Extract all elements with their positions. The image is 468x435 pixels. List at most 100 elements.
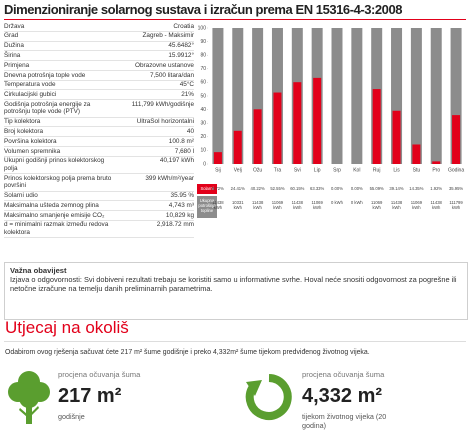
stat-caption: procjena očuvanja šuma [302,370,385,379]
x-tick-label: Ožu [253,167,262,173]
consumption-value: 0 kWh [331,200,343,205]
x-tick-label: Lis [393,167,400,173]
parameter-value: 4,743 m³ [168,201,194,209]
x-tick-label: Lip [314,167,321,173]
x-tick-label: Velj [234,167,242,173]
value-label: 0.00% [350,186,363,191]
bar [452,115,461,164]
value-label: 60.15% [290,186,305,191]
parameter-row: Dnevna potrošnja tople vode 7,500 litara/… [4,71,194,81]
parameter-row: Maksimalno smanjenje emisije CO₂ 10,829 k… [4,211,194,221]
background-bar [450,28,462,164]
bar [233,130,242,164]
parameter-label: Temperatura vode [4,81,56,89]
stat-note: tijekom životnog vijeka (20 godina) [302,412,387,430]
parameter-row: Volumen spremnika 7,680 l [4,147,194,157]
parameter-value: 399 kWh/m²/year [145,174,194,182]
bar [412,144,421,164]
value-label: 63.33% [310,186,325,191]
parameter-label: Godišnja potrošnja energije za potrošnju… [4,100,91,116]
section-title: Utjecaj na okoliš [5,318,129,337]
bar [253,109,262,164]
parameter-value: 100.8 m² [168,137,194,145]
parameter-label: Prinos kolektorskog polja prema bruto po… [4,174,112,190]
parameter-label: Volumen spremnika [4,147,61,155]
y-tick-label: 50 [200,93,206,99]
section-rule [4,341,466,342]
parameter-value: 45.6482° [168,42,194,50]
parameter-value: 10,829 kg [165,211,194,219]
background-bar [391,28,403,164]
parameter-label: Širina [4,51,21,59]
x-tick-label: Svi [294,167,301,173]
stat-note: godišnje [58,412,85,421]
parameter-label: Maksimalno smanjenje emisije CO₂ [4,211,105,219]
consumption-value: 11438 kWh [251,200,264,210]
parameter-label: Solarni udio [4,192,38,200]
parameter-value: 45°C [179,81,194,89]
background-bar [252,28,264,164]
solar-chart: 0 10 20 30 40 50 60 70 80 90 100 Sij Velj Ožu Tra Svi Li… [198,25,465,173]
stat-caption: procjena očuvanja šuma [58,370,141,379]
x-tick-label: Tra [274,167,282,173]
y-tick-label: 80 [200,53,206,59]
parameter-label: Broj kolektora [4,128,44,135]
title-rule [4,19,466,20]
stat-value: 217 m² [58,385,122,407]
value-label: 1.92% [430,186,443,191]
bar [213,152,222,164]
consumption-value: 11069 kWh [271,200,284,210]
parameter-row: Godišnja potrošnja energije za potrošnju… [4,100,194,118]
tree-icon [8,371,50,424]
parameter-row: d = minimalni razmak između redova kolek… [4,221,194,239]
value-label: 40.22% [250,186,265,191]
parameter-label: Dnevna potrošnja tople vode [4,71,86,79]
parameter-value: 111,799 kWh/godišnje [131,100,194,108]
value-label: 14.35% [409,186,424,191]
parameter-value: 21% [181,91,194,99]
x-tick-label: Pro [432,167,440,173]
parameter-row: Temperatura vode 45°C [4,81,194,91]
notice-text: Izjava o odgovornosti: Svi dobiveni rezu… [10,275,457,293]
parameter-row: Solarni udio 35.95 % [4,192,194,202]
parameter-label: Ukupni godišnji prinos kolektorskog polj… [4,157,105,172]
y-tick-label: 90 [200,39,206,45]
consumption-value: 11438 kWh [430,200,442,210]
y-tick-label: 0 [203,161,206,167]
x-tick-label: Kol [353,167,360,173]
parameter-table: Država Croatia Grad Zagreb - Maksimir Dužina… [4,22,194,239]
parameter-label: Primjena [4,61,30,69]
parameter-row: Maksimalna ušteda zemnog plina 4,743 m³ [4,201,194,212]
parameter-row: Cirkulacijski gubici 21% [4,90,194,101]
parameter-value: Zagreb - Maksimir [142,32,195,40]
parameter-row: Tip kolektora UltraSol horizontalni [4,118,194,128]
parameter-row: Grad Zagreb - Maksimir [4,32,194,42]
parameter-label: Maksimalna ušteda zemnog plina [4,201,99,209]
consumption-value: 11069 kWh [371,200,383,210]
stat-value: 4,332 m² [302,385,383,407]
background-bar [232,28,244,164]
parameter-label: Površina kolektora [4,137,57,145]
consumption-value: 11438 kWh [291,200,303,210]
background-bar [351,28,363,164]
parameter-label: Grad [4,32,19,40]
parameter-row: Širina 15.9912° [4,51,194,62]
consumption-label: Ukupna potrošnja topline [197,196,217,218]
value-label: 24.41% [230,186,245,191]
page-title: Dimenzioniranje solarnog sustava i izrač… [4,2,403,17]
parameter-value: 2,918.72 mm [156,221,194,229]
section-intro: Odabirom ovog rješenja sačuvat ćete 217 … [5,349,370,356]
parameter-value: Croatia [173,22,194,30]
consumption-value: 11438 kWh [390,200,403,210]
consumption-value: 11438 kWh [212,200,224,210]
value-label: 0.00% [331,186,343,191]
parameter-value: 35.95 % [170,192,194,200]
parameter-label: Cirkulacijski gubici [4,91,57,99]
consumption-value: 11069 kWh [311,200,323,210]
parameter-row: Država Croatia [4,22,194,32]
background-bar [430,28,442,164]
parameter-value: UltraSol horizontalni [136,118,194,126]
parameter-row: Ukupni godišnji prinos kolektorskog polj… [4,157,194,175]
notice-title: Važna obavijest [10,266,67,275]
